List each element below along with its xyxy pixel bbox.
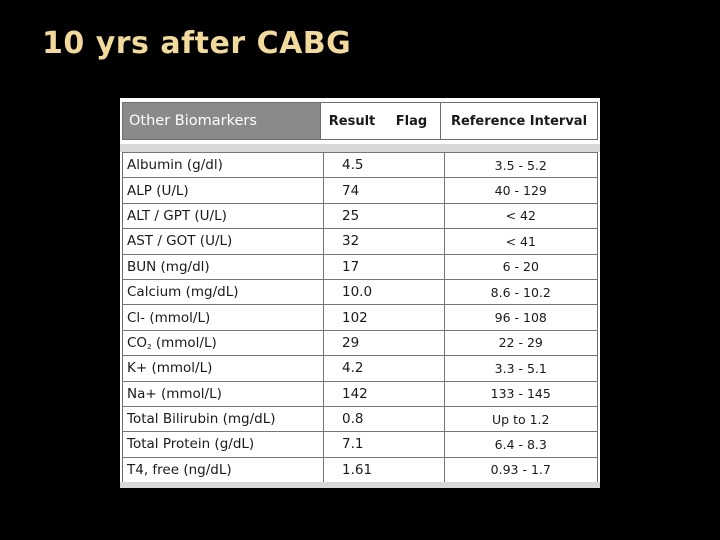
biomarker-reference: 3.5 - 5.2	[443, 151, 598, 179]
biomarker-result: 7.1	[323, 431, 386, 458]
biomarker-reference: 0.93 - 1.7	[443, 456, 598, 484]
header-other-biomarkers: Other Biomarkers	[123, 103, 321, 139]
biomarker-reference: 6 - 20	[443, 253, 598, 280]
biomarker-flag	[385, 329, 445, 357]
biomarker-result: 4.5	[323, 151, 386, 179]
biomarker-flag	[385, 431, 445, 458]
biomarker-name: Cl- (mmol/L)	[122, 304, 324, 331]
table-row: Calcium (mg/dL) 10.0 8.6 - 10.2	[122, 278, 598, 306]
biomarker-reference: 96 - 108	[443, 304, 598, 331]
biomarker-result: 17	[323, 253, 386, 280]
biomarker-result: 32	[323, 228, 386, 255]
table-row: ALT / GPT (U/L) 25 < 42	[122, 202, 598, 230]
biomarker-name: Total Protein (g/dL)	[122, 431, 324, 458]
biomarker-table: Albumin (g/dl) 4.5 3.5 - 5.2 ALP (U/L) 7…	[122, 151, 598, 484]
table-row: BUN (mg/dl) 17 6 - 20	[122, 253, 598, 280]
biomarker-result: 142	[323, 380, 386, 407]
biomarker-result: 74	[323, 177, 386, 204]
biomarker-result: 25	[323, 202, 386, 230]
biomarker-name: Calcium (mg/dL)	[122, 278, 324, 306]
biomarker-name: Na+ (mmol/L)	[122, 380, 324, 407]
biomarker-name-unit: (mmol/L)	[151, 334, 217, 351]
biomarker-flag	[385, 177, 445, 204]
biomarker-result: 4.2	[323, 355, 386, 382]
biomarker-flag	[385, 278, 445, 306]
biomarker-name: Albumin (g/dl)	[122, 151, 324, 179]
biomarker-name: Total Bilirubin (mg/dL)	[122, 405, 324, 433]
slide-title: 10 yrs after CABG	[42, 26, 352, 61]
table-row: Total Protein (g/dL) 7.1 6.4 - 8.3	[122, 431, 598, 458]
biomarker-reference: 133 - 145	[443, 380, 598, 407]
biomarker-reference: 3.3 - 5.1	[443, 355, 598, 382]
biomarker-flag	[385, 151, 445, 179]
header-separator	[120, 144, 600, 152]
table-header: Other Biomarkers Result Flag Reference I…	[122, 102, 598, 140]
biomarker-flag	[385, 380, 445, 407]
biomarker-reference: 6.4 - 8.3	[443, 431, 598, 458]
biomarker-name-subscript: 2	[147, 342, 152, 351]
header-reference-interval: Reference Interval	[450, 113, 588, 129]
biomarker-reference: 40 - 129	[443, 177, 598, 204]
biomarker-flag	[385, 202, 445, 230]
biomarker-flag	[385, 355, 445, 382]
biomarker-name: ALP (U/L)	[122, 177, 324, 204]
biomarker-flag	[385, 456, 445, 484]
biomarker-name: T4, free (ng/dL)	[122, 456, 324, 484]
header-flag: Flag	[383, 103, 441, 139]
table-row: Albumin (g/dl) 4.5 3.5 - 5.2	[122, 151, 598, 179]
biomarker-name-main: CO	[127, 334, 148, 351]
table-row: Total Bilirubin (mg/dL) 0.8 Up to 1.2	[122, 405, 598, 433]
biomarker-flag	[385, 228, 445, 255]
biomarker-result: 29	[323, 329, 386, 357]
biomarker-flag	[385, 304, 445, 331]
biomarker-table-card: Other Biomarkers Result Flag Reference I…	[120, 98, 600, 488]
biomarker-result: 0.8	[323, 405, 386, 433]
biomarker-name: BUN (mg/dl)	[122, 253, 324, 280]
biomarker-reference: Up to 1.2	[443, 405, 598, 433]
biomarker-name: K+ (mmol/L)	[122, 355, 324, 382]
table-row: CO2 (mmol/L) 29 22 - 29	[122, 329, 598, 357]
biomarker-flag	[385, 253, 445, 280]
table-row: Cl- (mmol/L) 102 96 - 108	[122, 304, 598, 331]
table-row: K+ (mmol/L) 4.2 3.3 - 5.1	[122, 355, 598, 382]
table-row: T4, free (ng/dL) 1.61 0.93 - 1.7	[122, 456, 598, 484]
biomarker-reference: 8.6 - 10.2	[443, 278, 598, 306]
header-result: Result	[328, 113, 376, 129]
table-row: Na+ (mmol/L) 142 133 - 145	[122, 380, 598, 407]
table-bottom-edge	[120, 482, 600, 488]
biomarker-name: AST / GOT (U/L)	[122, 228, 324, 255]
table-row: AST / GOT (U/L) 32 < 41	[122, 228, 598, 255]
biomarker-result: 102	[323, 304, 386, 331]
biomarker-flag	[385, 405, 445, 433]
table-row: ALP (U/L) 74 40 - 129	[122, 177, 598, 204]
biomarker-name: ALT / GPT (U/L)	[122, 202, 324, 230]
biomarker-name: CO2 (mmol/L)	[122, 329, 324, 357]
biomarker-reference: 22 - 29	[443, 329, 598, 357]
biomarker-result: 1.61	[323, 456, 386, 484]
biomarker-result: 10.0	[323, 278, 386, 306]
biomarker-reference: < 41	[443, 228, 598, 255]
biomarker-reference: < 42	[443, 202, 598, 230]
